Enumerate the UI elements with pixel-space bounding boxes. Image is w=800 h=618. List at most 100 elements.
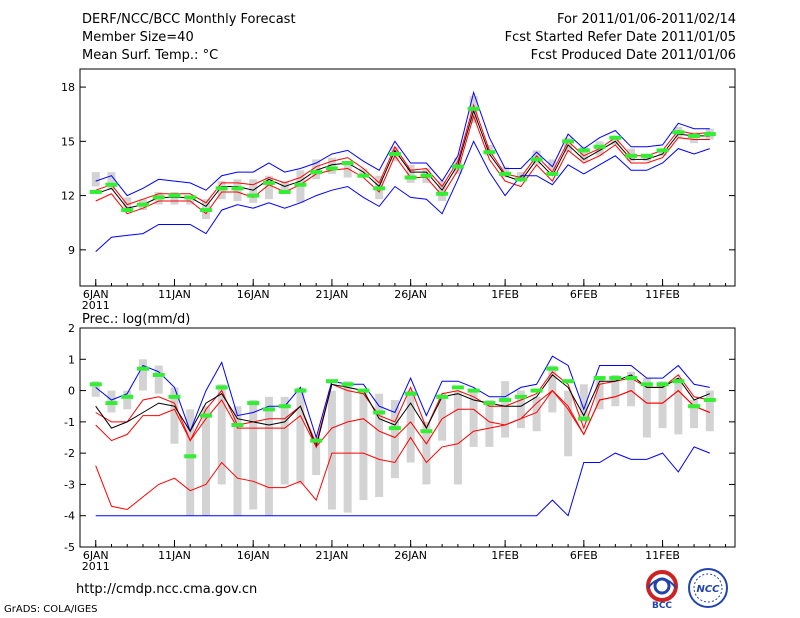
temp-ytick-label: 15: [61, 135, 75, 148]
prec-spread-bar: [627, 371, 636, 407]
prec-obs-marker: [388, 426, 401, 431]
temp-xtick-label: 1FEB: [491, 288, 519, 301]
prec-spread-bar: [359, 390, 368, 501]
prec-obs-marker: [341, 382, 354, 387]
temp-frame: [79, 68, 736, 287]
temp-obs-marker: [136, 202, 149, 207]
temp-obs-marker: [703, 132, 716, 137]
temp-obs-marker: [278, 189, 291, 194]
temp-obs-marker: [310, 170, 323, 175]
prec-spread-bar: [170, 387, 179, 444]
grads-credit: GrADS: COLA/IGES: [4, 604, 98, 615]
prec-spread-bar: [438, 393, 447, 441]
prec-obs-marker: [404, 391, 417, 396]
temp-obs-marker: [294, 182, 307, 187]
prec-ytick-label: -3: [64, 478, 75, 491]
temp-spread-bar: [107, 172, 116, 191]
variable-label: Mean Surf. Temp.: °C: [82, 48, 219, 63]
prec-spread-bar: [327, 390, 336, 510]
prec-obs-marker: [703, 397, 716, 402]
prec-obs-marker: [562, 379, 575, 384]
temp-obs-marker: [168, 193, 181, 198]
prec-spread-bar: [564, 390, 573, 457]
forecast-period: For 2011/01/06-2011/02/14: [557, 12, 736, 27]
prec-year-label: 2011: [82, 560, 110, 573]
temp-obs-marker: [546, 171, 559, 176]
prec-spread-bar: [548, 365, 557, 413]
temp-spread-bar: [359, 168, 368, 178]
ncc-logo: NCC: [686, 566, 730, 610]
prec-spread-bar: [390, 399, 399, 479]
temp-obs-marker: [625, 153, 638, 158]
prec-spread-bar: [422, 421, 431, 485]
temp-obs-marker: [121, 208, 134, 213]
prec-obs-marker: [688, 404, 701, 409]
prec-ytick-label: -5: [64, 541, 75, 554]
prec-ytick-label: 0: [68, 385, 75, 398]
prec-line-upper: [95, 371, 710, 446]
prec-obs-marker: [357, 388, 370, 393]
temp-obs-marker: [609, 135, 622, 140]
temp-spread-bar: [170, 191, 179, 205]
prec-panel-title: Prec.: log(mm/d): [82, 312, 190, 327]
temp-obs-marker: [105, 182, 118, 187]
temp-line-min: [95, 140, 710, 252]
prec-spread-bar: [595, 378, 604, 410]
prec-spread-bar: [485, 399, 494, 447]
temp-spread-bar: [327, 157, 336, 174]
prec-obs-marker: [593, 376, 606, 381]
prec-spread-bar: [249, 399, 258, 510]
prec-spread-bar: [375, 393, 384, 497]
prec-obs-marker: [136, 366, 149, 371]
source-url[interactable]: http://cmdp.ncc.cma.gov.cn: [76, 582, 258, 597]
prec-obs-marker: [436, 394, 449, 399]
prec-ytick-label: 1: [68, 353, 75, 366]
temp-obs-marker: [199, 208, 212, 213]
prec-obs-marker: [152, 372, 165, 377]
prec-spread-bar: [705, 390, 714, 432]
temp-ytick-label: 12: [61, 190, 75, 203]
temp-obs-marker: [593, 144, 606, 149]
prec-obs-marker: [577, 416, 590, 421]
prec-obs-marker: [656, 382, 669, 387]
prec-ytick-label: -4: [64, 510, 75, 523]
temp-line-max: [95, 90, 710, 197]
temp-xtick-label: 16JAN: [237, 288, 270, 301]
temp-spread-bar: [186, 195, 195, 205]
temp-obs-marker: [325, 166, 338, 171]
temp-ytick-label: 9: [68, 244, 75, 257]
prec-xtick-label: 11FEB: [645, 549, 680, 562]
prec-spread-bar: [453, 390, 462, 485]
temp-obs-marker: [530, 157, 543, 162]
temp-line-lower: [95, 114, 710, 215]
prec-obs-marker: [530, 388, 543, 393]
prec-obs-marker: [546, 366, 559, 371]
temp-obs-marker: [656, 148, 669, 153]
temp-obs-marker: [499, 171, 512, 176]
prec-obs-marker: [262, 407, 275, 412]
prec-ytick-label: 2: [68, 322, 75, 335]
started-date: Fcst Started Refer Date 2011/01/05: [504, 30, 736, 45]
temp-obs-marker: [404, 175, 417, 180]
temp-obs-marker: [688, 133, 701, 138]
ncc-logo-text: NCC: [696, 584, 720, 595]
temp-spread-bar: [611, 135, 620, 145]
prec-spread-bar: [642, 378, 651, 438]
prec-obs-marker: [310, 438, 323, 443]
bcc-logo-text: BCC: [652, 601, 672, 610]
prec-spread-bar: [154, 365, 163, 394]
temp-xtick-label: 26JAN: [394, 288, 427, 301]
temp-obs-marker: [184, 195, 197, 200]
prec-obs-marker: [231, 422, 244, 427]
temp-obs-marker: [373, 186, 386, 191]
prec-obs-marker: [640, 382, 653, 387]
temp-spread-bar: [406, 164, 415, 183]
prec-ytick-label: -1: [64, 416, 75, 429]
chart-title: DERF/NCC/BCC Monthly Forecast: [82, 12, 296, 27]
prec-obs-marker: [609, 376, 622, 381]
temp-obs-marker: [672, 130, 685, 135]
prec-spread-bar: [532, 396, 541, 432]
temp-spread-bar: [123, 197, 132, 209]
